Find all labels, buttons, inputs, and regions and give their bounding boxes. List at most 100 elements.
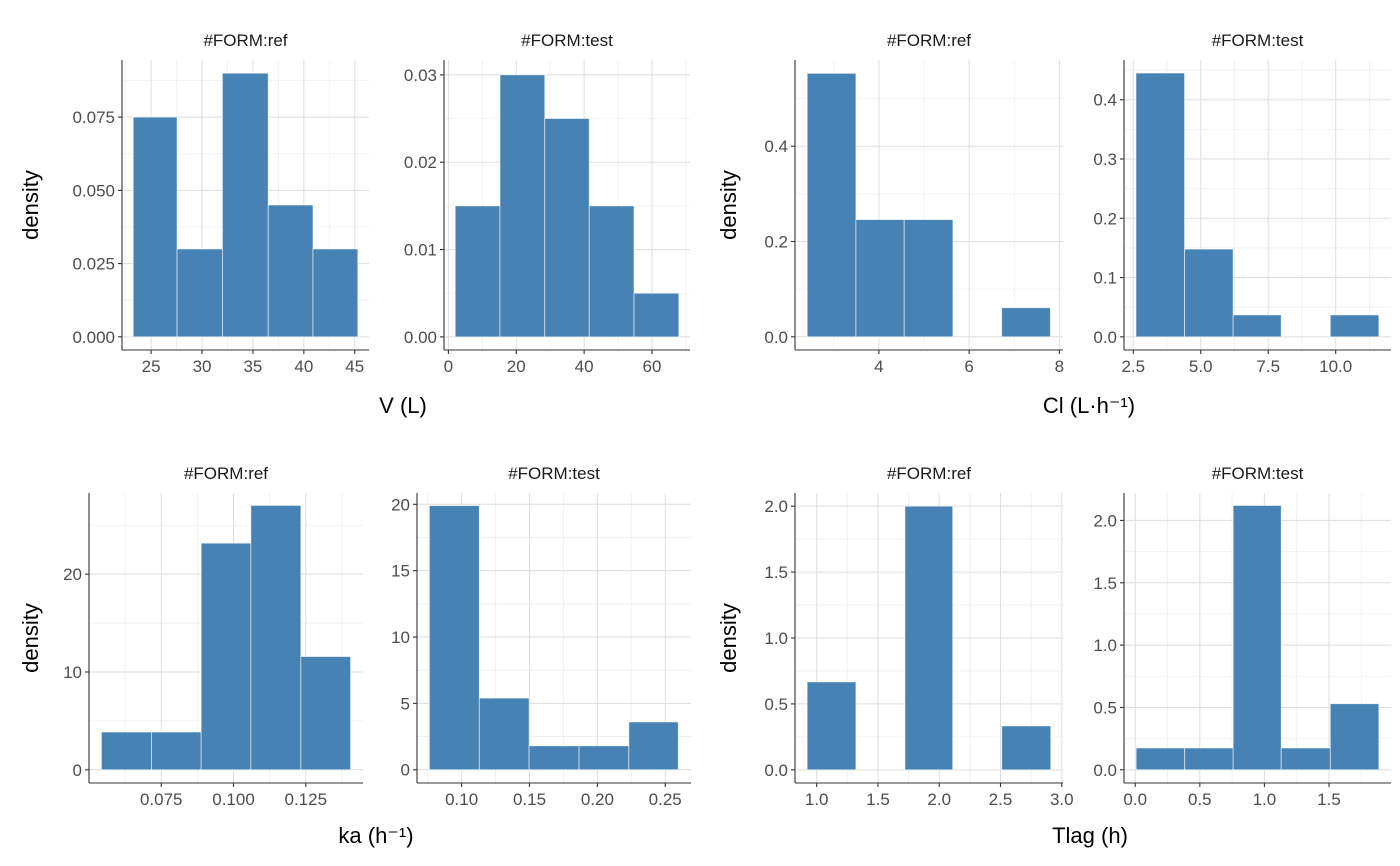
histogram-bar xyxy=(300,656,351,771)
facet-strip-label: #FORM:ref xyxy=(203,31,287,50)
histogram-bar xyxy=(806,72,857,338)
y-tick-label: 0.1 xyxy=(1093,269,1117,288)
x-tick-label: 0 xyxy=(444,357,453,376)
histogram-bar xyxy=(1329,703,1380,771)
histogram-bar xyxy=(200,542,252,771)
facet-strip-label: #FORM:ref xyxy=(887,464,971,483)
x-tick-label: 10.0 xyxy=(1319,357,1352,376)
x-tick-label: 0.25 xyxy=(649,790,682,809)
panel-8: 0.0 0.5 1.0 1.5 2.0 0.0 0.5 1.0 1.5 #FORM:test xyxy=(1093,464,1391,809)
y-tick-label: 0.4 xyxy=(764,137,788,156)
x-tick-label: 4 xyxy=(874,357,883,376)
y-tick-label: 0.2 xyxy=(1093,209,1117,228)
histogram-bar xyxy=(588,205,635,338)
y-tick-label: 0.000 xyxy=(72,328,115,347)
x-tick-label: 25 xyxy=(142,357,161,376)
x-tick-label: 1.5 xyxy=(866,790,890,809)
x-tick-label: 35 xyxy=(243,357,262,376)
y-axis-title-cl: density xyxy=(716,170,741,240)
y-tick-label: 10 xyxy=(63,663,82,682)
x-axis-title-v: V (L) xyxy=(379,393,427,418)
x-tick-label: 20 xyxy=(507,357,526,376)
histogram-bar xyxy=(1329,314,1380,338)
x-tick-label: 45 xyxy=(345,357,364,376)
histogram-bar xyxy=(454,205,501,338)
x-tick-label: 0.5 xyxy=(1188,790,1212,809)
x-tick-label: 1.5 xyxy=(1317,790,1341,809)
histogram-bar xyxy=(1135,72,1185,338)
y-tick-label: 0.025 xyxy=(72,255,115,274)
x-tick-label: 8 xyxy=(1055,357,1064,376)
y-tick-label: 0.0 xyxy=(1093,761,1117,780)
y-tick-label: 0.0 xyxy=(764,328,788,347)
histogram-bar xyxy=(151,731,202,771)
y-axis-title-tlag: density xyxy=(716,603,741,673)
facet-strip-label: #FORM:ref xyxy=(184,464,268,483)
y-tick-label: 0.03 xyxy=(404,66,437,85)
y-tick-label: 0.075 xyxy=(72,108,115,127)
histogram-bar xyxy=(633,292,680,338)
histogram-bar xyxy=(176,248,223,338)
histogram-bar xyxy=(478,697,530,771)
x-tick-label: 5.0 xyxy=(1189,357,1213,376)
y-tick-label: 0.4 xyxy=(1093,91,1117,110)
histogram-bar xyxy=(578,745,630,771)
y-tick-label: 0.02 xyxy=(404,153,437,172)
histogram-bar xyxy=(1232,505,1282,771)
y-tick-label: 0.5 xyxy=(1093,698,1117,717)
y-tick-label: 0.0 xyxy=(1093,328,1117,347)
histogram-bar xyxy=(904,505,954,771)
histogram-bar xyxy=(1280,747,1331,771)
histogram-bar xyxy=(544,118,590,338)
y-tick-label: 1.0 xyxy=(764,629,788,648)
histogram-bar xyxy=(628,721,679,771)
y-tick-label: 5 xyxy=(401,694,410,713)
x-tick-label: 0.15 xyxy=(513,790,546,809)
facet-strip-label: #FORM:ref xyxy=(887,31,971,50)
histogram-bar xyxy=(250,505,302,771)
x-tick-label: 40 xyxy=(575,357,594,376)
x-tick-label: 0.0 xyxy=(1123,790,1147,809)
histogram-bar xyxy=(267,204,314,338)
x-axis-title-tlag: Tlag (h) xyxy=(1052,823,1128,848)
facet-strip-label: #FORM:test xyxy=(1212,31,1304,50)
x-tick-label: 0.20 xyxy=(581,790,614,809)
x-tick-label: 0.10 xyxy=(445,790,478,809)
panel-3: 0.0 0.2 0.4 4 6 8 #FORM:ref xyxy=(764,31,1064,376)
y-tick-label: 0.3 xyxy=(1093,150,1117,169)
x-tick-label: 60 xyxy=(643,357,662,376)
histogram-bar xyxy=(806,681,857,771)
histogram-bar xyxy=(528,745,580,771)
panel-5: 0 10 20 0.075 0.100 0.125 #FORM:ref xyxy=(63,464,363,809)
y-tick-label: 0 xyxy=(73,761,82,780)
histogram-bar xyxy=(1184,747,1234,771)
histogram-bar xyxy=(312,248,359,338)
y-tick-label: 0 xyxy=(401,761,410,780)
panel-2: 0.00 0.01 0.02 0.03 0 20 40 60 #FORM:test xyxy=(404,31,690,376)
y-tick-label: 2.0 xyxy=(1093,511,1117,530)
panel-6: 0 5 10 15 20 0.10 0.15 0.20 0.25 #FORM:test xyxy=(391,464,691,809)
y-tick-label: 0.2 xyxy=(764,233,788,252)
histogram-bar xyxy=(132,116,178,338)
histogram-bar xyxy=(499,74,546,338)
y-tick-label: 10 xyxy=(391,628,410,647)
x-axis-title-cl: Cl (L·h⁻¹) xyxy=(1043,393,1135,418)
facet-strip-label: #FORM:test xyxy=(1212,464,1304,483)
y-tick-label: 1.5 xyxy=(764,563,788,582)
histogram-bar xyxy=(1135,747,1186,771)
x-tick-label: 6 xyxy=(964,357,973,376)
y-tick-label: 0.00 xyxy=(404,328,437,347)
histogram-bar xyxy=(428,505,480,771)
x-tick-label: 2.0 xyxy=(927,790,951,809)
x-tick-label: 7.5 xyxy=(1256,357,1280,376)
x-tick-label: 40 xyxy=(294,357,313,376)
y-tick-label: 0.5 xyxy=(764,695,788,714)
x-tick-label: 2.5 xyxy=(989,790,1013,809)
y-tick-label: 15 xyxy=(391,562,410,581)
x-tick-label: 0.100 xyxy=(212,790,255,809)
x-tick-label: 30 xyxy=(193,357,212,376)
y-tick-label: 1.5 xyxy=(1093,574,1117,593)
x-tick-label: 1.0 xyxy=(1253,790,1277,809)
